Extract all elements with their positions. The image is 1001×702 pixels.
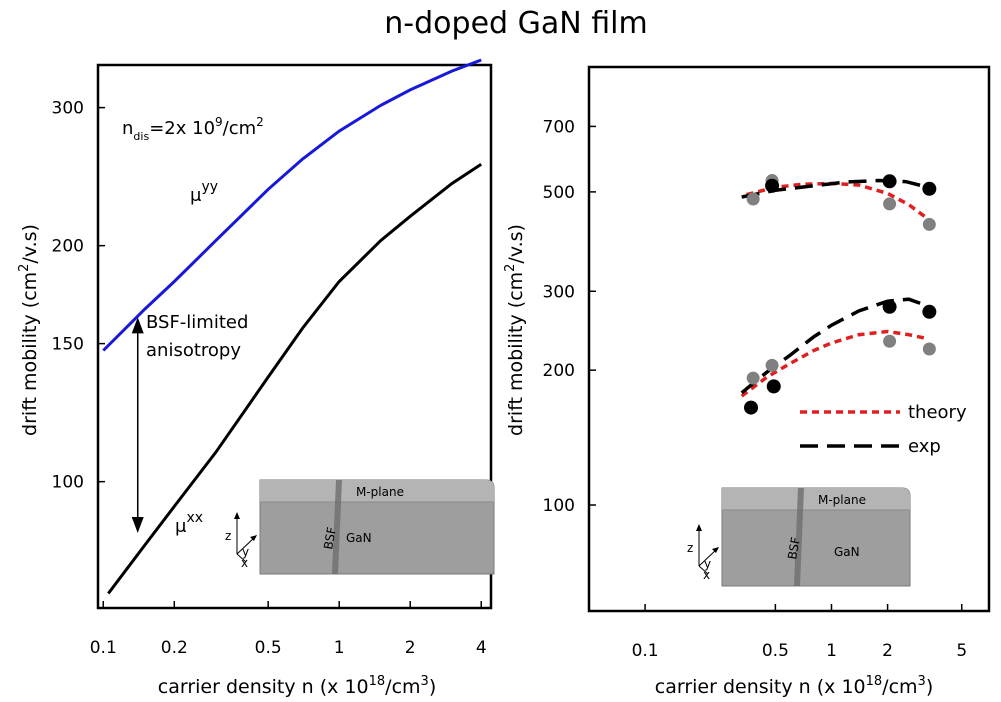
left-uxx-label: μxx [175, 510, 203, 537]
right-xtick-label: 1 [826, 641, 837, 661]
left-xtick-label: 2 [405, 638, 416, 658]
svg-text:x: x [241, 556, 248, 570]
left-anisotropy-arrow [131, 317, 144, 534]
theory-data-point [883, 334, 897, 348]
left-xtick-label: 4 [476, 638, 487, 658]
exp-data-point [882, 174, 897, 189]
right-y-axis-label: drift mobility (cm2/v.s) [503, 224, 527, 436]
right-ytick-label: 200 [543, 361, 575, 381]
svg-text:z: z [225, 529, 231, 543]
right-theory-lower [740, 329, 929, 398]
left-xtick-label: 0.1 [90, 638, 117, 658]
arrow-head-down [131, 517, 144, 534]
right-inset-axes: z y x [687, 524, 719, 582]
right-inset-mplane: M-plane [818, 493, 866, 507]
left-uyy-label: μyy [190, 179, 218, 206]
right-theory-upper [746, 181, 930, 221]
right-gan-inset: M-plane GaN BSF z y x [687, 487, 911, 587]
right-inset-gan: GaN [834, 545, 860, 559]
theory-data-point [883, 197, 897, 211]
left-x-axis-label: carrier density n (x 1018/cm3) [158, 674, 436, 698]
left-ndis-label: ndis=2x 109/cm2 [122, 115, 264, 143]
left-series-uyy [102, 58, 482, 352]
right-xtick-label: 2 [882, 641, 893, 661]
right-exp-lower [740, 297, 929, 395]
left-arrow-label-2: anisotropy [146, 340, 241, 361]
right-ytick-label: 300 [543, 282, 575, 302]
right-ytick-label: 500 [543, 183, 575, 203]
left-ytick-label: 300 [52, 99, 84, 119]
arrow-head-up [131, 317, 144, 334]
right-ytick-label: 100 [543, 496, 575, 516]
left-xtick-label: 0.5 [255, 638, 282, 658]
right-xtick-label: 5 [956, 641, 967, 661]
theory-data-point [746, 371, 760, 385]
left-ytick-label: 200 [52, 237, 84, 257]
right-plot-frame [587, 65, 991, 613]
exp-data-point [766, 379, 781, 394]
right-x-axis-label: carrier density n (x 1018/cm3) [655, 674, 933, 698]
left-xtick-label: 0.2 [161, 638, 188, 658]
right-ticks: 0.10.512510100200300500700 [543, 117, 968, 661]
left-inset-mplane: M-plane [356, 485, 404, 499]
legend-theory-label: theory [908, 402, 967, 423]
left-xtick-label: 1 [334, 638, 345, 658]
right-xtick-label: 0.5 [762, 641, 789, 661]
exp-data-point [882, 299, 897, 314]
left-inset-gan: GaN [346, 531, 372, 545]
left-y-axis-label: drift mobility (cm2/v.s) [17, 224, 41, 436]
left-plot-frame [96, 63, 493, 610]
svg-text:z: z [687, 541, 693, 555]
legend-exp-label: exp [908, 436, 941, 457]
right-points [744, 174, 937, 415]
right-panel: 0.10.512510100200300500700 theory exp ca… [503, 65, 991, 698]
left-ticks: 0.1 0.2 0.5 1 2 4 100 150 200 300 [52, 99, 487, 658]
svg-text:y: y [704, 557, 711, 571]
right-legend: theory exp [800, 402, 967, 457]
theory-data-point [765, 358, 779, 372]
theory-data-point [746, 192, 760, 206]
figure-title: n-doped GaN film [384, 6, 647, 41]
exp-data-point [765, 178, 780, 193]
right-inset-bsf: BSF [785, 536, 803, 561]
left-inset-axes: z y x [225, 512, 257, 570]
left-series-uxx [107, 163, 483, 595]
right-xtick-label: 0.1 [632, 641, 659, 661]
left-ytick-label: 150 [52, 335, 84, 355]
svg-text:x: x [703, 568, 710, 582]
left-inset-bsf: BSF [321, 526, 339, 551]
left-panel: 0.1 0.2 0.5 1 2 4 100 150 200 300 ndis=2x 109/cm2… [17, 58, 495, 698]
theory-data-point [922, 217, 936, 231]
left-ytick-label: 100 [52, 473, 84, 493]
svg-text:y: y [242, 545, 249, 559]
theory-data-point [922, 342, 936, 356]
left-gan-inset: M-plane GaN BSF z y x [225, 479, 495, 575]
left-arrow-label-1: BSF-limited [146, 312, 248, 333]
exp-data-point [922, 181, 937, 196]
right-ytick-label: 700 [543, 117, 575, 137]
exp-data-point [744, 400, 759, 415]
exp-data-point [922, 304, 937, 319]
